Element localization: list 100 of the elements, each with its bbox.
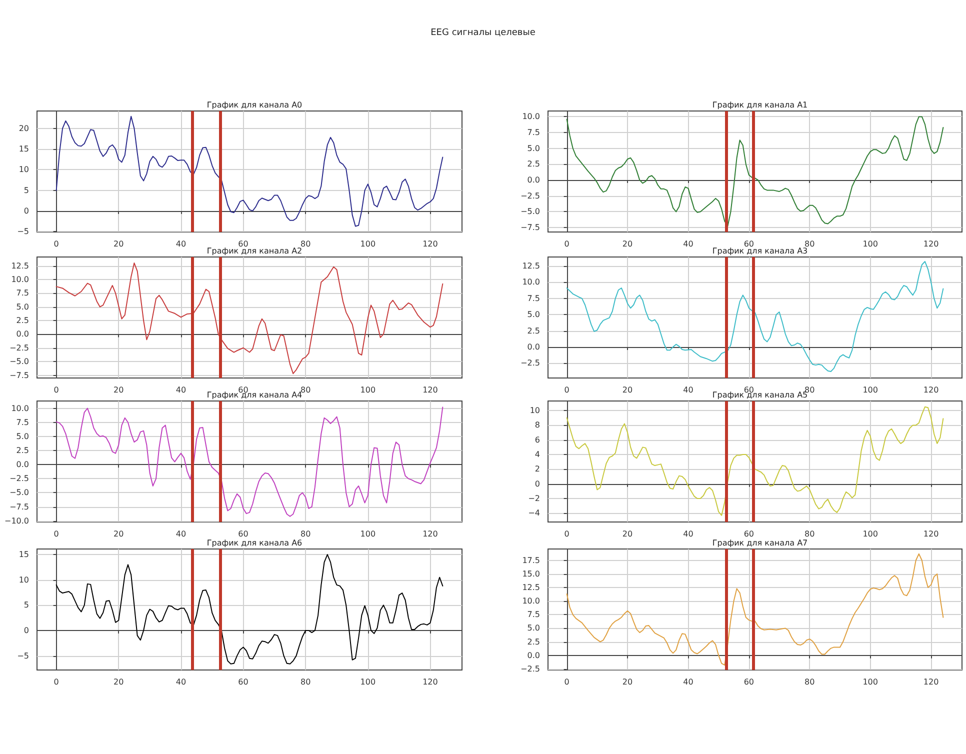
x-tick-label: 60 — [238, 240, 248, 248]
y-tick-label: 15 — [18, 144, 29, 154]
y-tick-label: 15.0 — [522, 569, 540, 578]
y-tick-label: −7.5 — [10, 370, 29, 380]
x-tick-label: 100 — [360, 386, 376, 394]
x-tick-label: 20 — [622, 386, 633, 394]
y-tick-label: 10 — [530, 406, 540, 416]
chart-title: График для канала A3 — [712, 246, 808, 256]
y-tick-label: 10 — [18, 165, 29, 174]
y-tick-label: 0.0 — [527, 650, 540, 660]
y-tick-label: −2.5 — [520, 664, 540, 674]
chart-title: График для канала A1 — [712, 100, 808, 110]
y-tick-label: 2.5 — [527, 160, 540, 169]
y-tick-label: 7.5 — [16, 418, 29, 427]
x-tick-label: 60 — [744, 530, 754, 538]
y-tick-label: 0.0 — [527, 176, 540, 185]
x-tick-label: 40 — [683, 678, 694, 686]
x-tick-label: 40 — [176, 240, 186, 248]
y-tick-label: 2.5 — [16, 316, 29, 326]
x-tick-label: 100 — [862, 678, 878, 686]
y-tick-label: −2 — [528, 494, 540, 504]
x-tick-label: 80 — [300, 240, 311, 248]
y-tick-label: −5 — [17, 651, 29, 660]
x-tick-label: 0 — [564, 386, 570, 394]
x-tick-label: 40 — [176, 678, 186, 686]
y-tick-label: −5.0 — [10, 488, 29, 498]
y-tick-label: 5.0 — [16, 432, 29, 441]
x-tick-label: 40 — [683, 240, 694, 248]
x-tick-label: 120 — [422, 530, 438, 538]
y-tick-label: 8 — [534, 420, 540, 430]
y-tick-label: 10.0 — [522, 112, 540, 122]
x-tick-label: 0 — [54, 678, 59, 686]
y-tick-label: 0 — [534, 479, 540, 488]
x-tick-label: 40 — [176, 530, 186, 538]
x-tick-label: 20 — [114, 678, 124, 686]
x-tick-label: 80 — [300, 530, 311, 538]
x-tick-label: 100 — [360, 678, 376, 686]
x-tick-label: 120 — [923, 678, 939, 686]
x-tick-label: 100 — [862, 240, 878, 248]
x-tick-label: 100 — [360, 530, 376, 538]
x-tick-label: 120 — [422, 678, 438, 686]
y-tick-label: −5.0 — [10, 357, 29, 366]
y-tick-label: 2.5 — [527, 326, 540, 336]
y-tick-label: 7.5 — [16, 288, 29, 298]
y-tick-label: 5 — [24, 600, 29, 610]
y-tick-label: 0.0 — [527, 342, 540, 352]
y-tick-label: −5 — [17, 227, 29, 236]
x-tick-label: 60 — [744, 678, 754, 686]
x-tick-label: 40 — [683, 386, 694, 394]
x-tick-label: 20 — [114, 240, 124, 248]
x-tick-label: 20 — [114, 386, 124, 394]
x-tick-label: 20 — [622, 678, 633, 686]
y-tick-label: −5.0 — [520, 207, 540, 216]
x-tick-label: 0 — [54, 530, 59, 538]
y-tick-label: 0 — [24, 206, 29, 216]
y-tick-label: 7.5 — [527, 128, 540, 138]
x-tick-label: 120 — [923, 530, 939, 538]
y-tick-label: 5.0 — [16, 302, 29, 312]
y-tick-label: 12.5 — [522, 583, 540, 592]
x-tick-label: 0 — [564, 240, 570, 248]
chart-title: График для канала A7 — [712, 538, 808, 548]
y-tick-label: 5.0 — [527, 144, 540, 153]
y-tick-label: 10.0 — [11, 404, 29, 413]
x-tick-label: 80 — [300, 678, 311, 686]
y-tick-label: −2.5 — [520, 358, 540, 368]
y-tick-label: −7.5 — [520, 223, 540, 232]
y-tick-label: 17.5 — [522, 556, 540, 565]
y-tick-label: 7.5 — [527, 294, 540, 303]
x-tick-label: 80 — [804, 386, 815, 394]
x-tick-label: 120 — [422, 240, 438, 248]
y-tick-label: 2 — [534, 464, 540, 474]
y-tick-label: −2.5 — [520, 191, 540, 200]
x-tick-label: 0 — [54, 386, 59, 394]
x-tick-label: 100 — [360, 240, 376, 248]
x-tick-label: 80 — [300, 386, 311, 394]
y-tick-label: 6 — [534, 435, 540, 444]
y-tick-label: 12.5 — [522, 262, 540, 271]
chart-title: График для канала A2 — [206, 246, 302, 256]
y-tick-label: 10.0 — [11, 274, 29, 284]
y-tick-label: 20 — [18, 124, 29, 133]
y-tick-label: 12.5 — [11, 261, 29, 270]
x-tick-label: 60 — [744, 386, 754, 394]
y-tick-label: 0.0 — [16, 460, 29, 470]
y-tick-label: 5.0 — [527, 310, 540, 320]
y-tick-label: −10.0 — [4, 516, 29, 526]
x-tick-label: 0 — [54, 240, 59, 248]
y-tick-label: −2.5 — [10, 474, 29, 484]
y-tick-label: 5.0 — [527, 624, 540, 633]
chart-title: График для канала A0 — [206, 100, 302, 110]
y-tick-label: 10.0 — [522, 278, 540, 287]
x-tick-label: 100 — [862, 386, 878, 394]
chart-title: График для канала A6 — [206, 538, 302, 548]
y-tick-label: 2.5 — [16, 446, 29, 456]
x-tick-label: 20 — [114, 530, 124, 538]
text: EEG сигналы целевые — [430, 28, 536, 38]
y-tick-label: 7.5 — [527, 610, 540, 620]
x-tick-label: 20 — [622, 240, 633, 248]
y-tick-label: 5 — [24, 186, 29, 195]
x-tick-label: 60 — [238, 678, 248, 686]
y-tick-label: 0.0 — [16, 330, 29, 339]
